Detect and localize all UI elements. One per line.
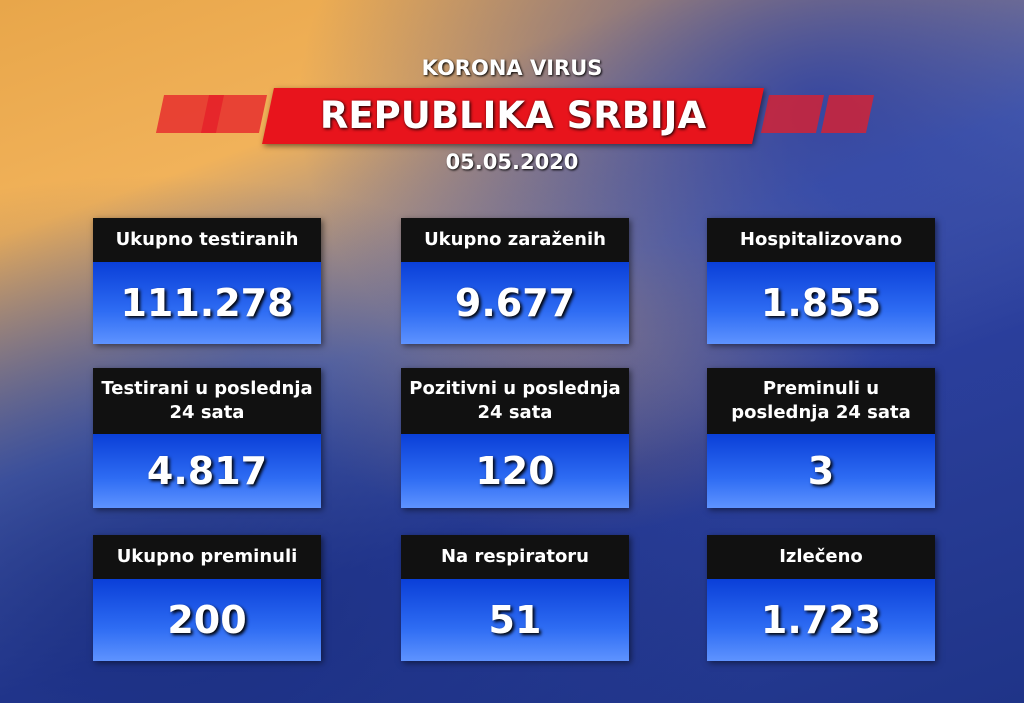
decor-stripe xyxy=(200,95,268,133)
date: 05.05.2020 xyxy=(445,150,579,174)
stat-value: 120 xyxy=(401,434,629,508)
stat-card: Preminuli u poslednja 24 sata 3 xyxy=(707,368,935,508)
stat-label: Ukupno preminuli xyxy=(93,535,321,579)
stat-value: 51 xyxy=(401,579,629,661)
subtitle: KORONA VIRUS xyxy=(421,56,603,80)
stat-label: Izlečeno xyxy=(707,535,935,579)
stat-label: Ukupno testiranih xyxy=(93,218,321,262)
stat-card: Ukupno zaraženih 9.677 xyxy=(401,218,629,344)
stat-card: Ukupno preminuli 200 xyxy=(93,535,321,661)
stat-card: Na respiratoru 51 xyxy=(401,535,629,661)
stat-value: 1.723 xyxy=(707,579,935,661)
stat-label: Pozitivni u poslednja 24 sata xyxy=(401,368,629,434)
stat-value: 9.677 xyxy=(401,262,629,344)
stat-card: Ukupno testiranih 111.278 xyxy=(93,218,321,344)
stat-label: Preminuli u poslednja 24 sata xyxy=(707,368,935,434)
stat-label: Hospitalizovano xyxy=(707,218,935,262)
stat-value: 111.278 xyxy=(93,262,321,344)
stat-card: Hospitalizovano 1.855 xyxy=(707,218,935,344)
decor-stripe xyxy=(820,95,875,133)
stat-label: Ukupno zaraženih xyxy=(401,218,629,262)
stat-label: Na respiratoru xyxy=(401,535,629,579)
stat-value: 4.817 xyxy=(93,434,321,508)
stat-card: Pozitivni u poslednja 24 sata 120 xyxy=(401,368,629,508)
stat-value: 200 xyxy=(93,579,321,661)
decor-stripe xyxy=(760,95,825,133)
stat-card: Izlečeno 1.723 xyxy=(707,535,935,661)
title: REPUBLIKA SRBIJA xyxy=(319,94,707,137)
stat-label: Testirani u poslednja 24 sata xyxy=(93,368,321,434)
stat-card: Testirani u poslednja 24 sata 4.817 xyxy=(93,368,321,508)
stat-value: 3 xyxy=(707,434,935,508)
stat-value: 1.855 xyxy=(707,262,935,344)
